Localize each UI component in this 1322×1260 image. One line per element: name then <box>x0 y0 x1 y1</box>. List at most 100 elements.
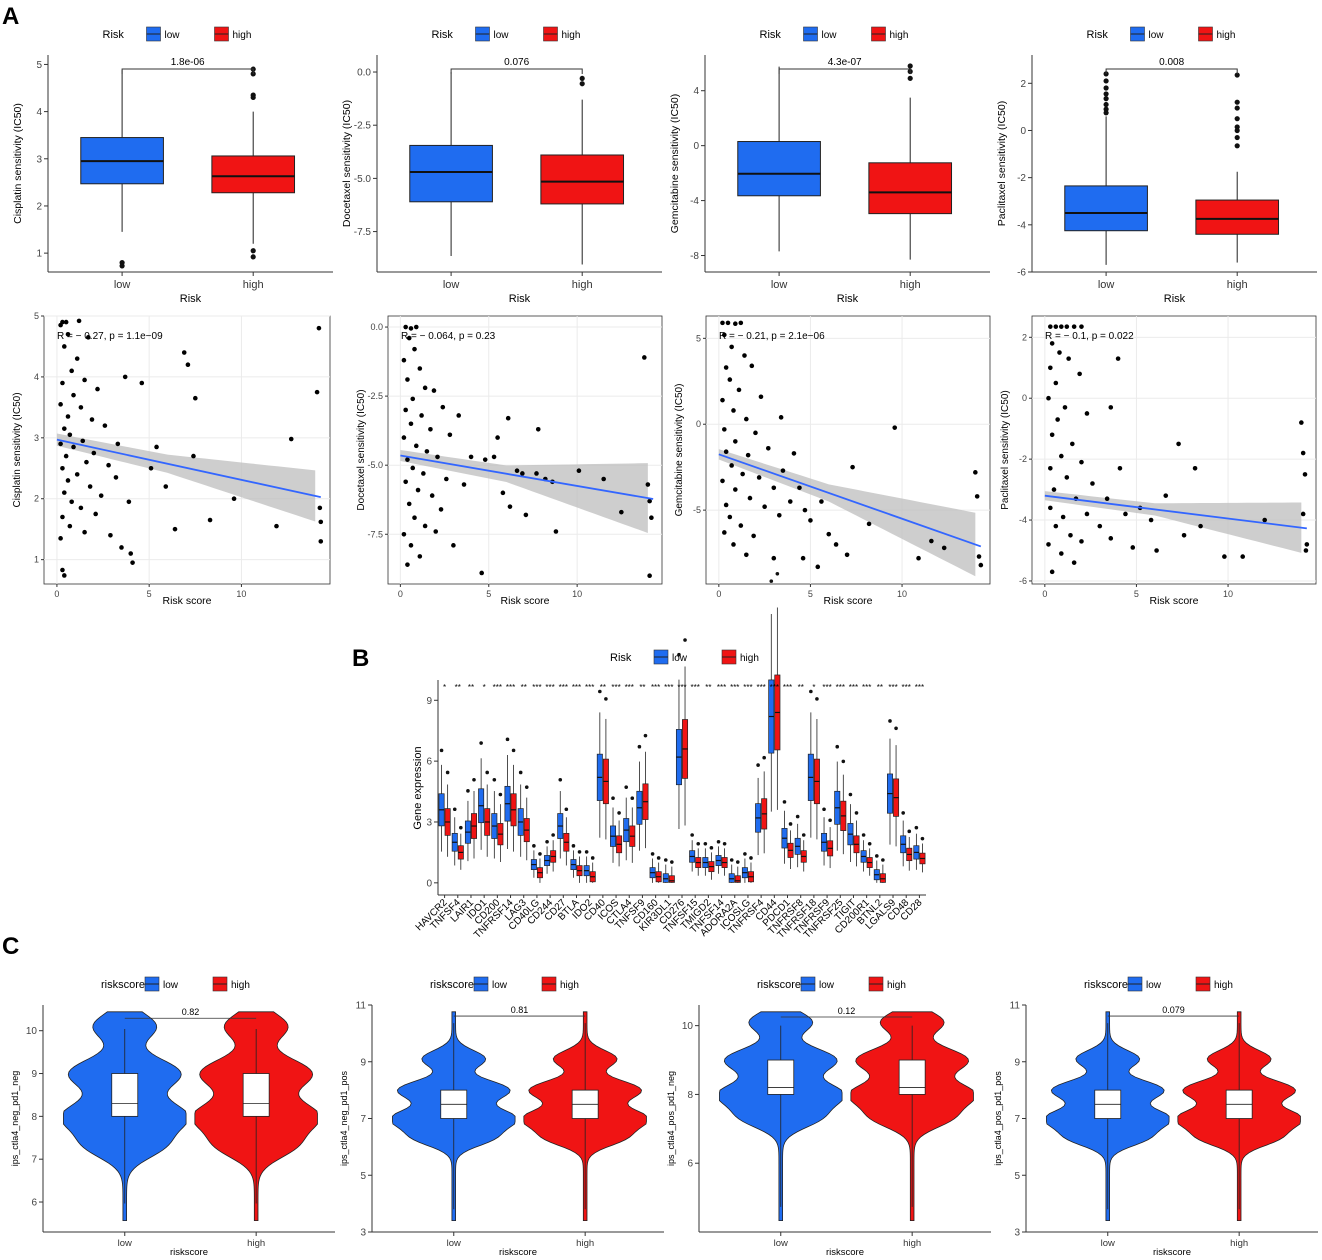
scatter-point <box>491 454 497 460</box>
scatter-point <box>649 515 654 520</box>
scatter-point <box>438 507 444 512</box>
scatter-point <box>98 493 104 498</box>
y-tick-label: 5 <box>36 60 42 71</box>
scatter-point <box>115 441 121 447</box>
scatter-point <box>74 356 80 361</box>
scatter-point <box>762 504 767 509</box>
scatter-point <box>422 385 428 391</box>
scatter-point <box>419 413 424 418</box>
box-outlier-high <box>1234 116 1240 122</box>
scatter-point <box>60 514 65 520</box>
pvalue-label: 0.81 <box>511 1005 529 1015</box>
legend-label-high: high <box>560 980 579 991</box>
gene-box-high <box>879 873 886 883</box>
y-tick-label: 10 <box>682 1021 694 1032</box>
scatter-point <box>274 523 279 529</box>
gene-outlier-low <box>637 744 642 749</box>
significance-mark: *** <box>730 683 739 692</box>
legend-title: riskscore <box>757 979 801 991</box>
scatter-point <box>1059 551 1064 556</box>
scatter-point <box>833 542 839 547</box>
legend-label-low: low <box>1146 980 1162 991</box>
scatter-point <box>185 362 191 368</box>
y-tick-label: 0 <box>693 141 699 152</box>
x-axis-label: riskscore <box>170 1247 208 1258</box>
gene-outlier-high <box>867 841 872 846</box>
y-tick-label: 6 <box>426 757 432 768</box>
legend-label-high: high <box>740 653 759 664</box>
scatter-point <box>1046 542 1051 547</box>
regression-line <box>718 453 982 548</box>
scatter-point <box>815 564 821 570</box>
y-tick-label: -2 <box>1017 173 1026 184</box>
scatter-point <box>1046 395 1051 401</box>
gene-outlier-low <box>729 858 734 862</box>
gene-outlier-low <box>611 796 615 801</box>
scatter-point <box>725 320 731 326</box>
gene-outlier-low <box>532 844 536 848</box>
violin-box-high <box>898 1059 926 1095</box>
y-tick-label: 2 <box>34 494 39 504</box>
scatter-point <box>91 450 97 456</box>
significance-mark: *** <box>664 683 673 692</box>
x-tick-label: 10 <box>236 589 246 599</box>
gene-outlier-high <box>762 755 766 760</box>
gene-outlier-high <box>630 796 635 801</box>
gene-outlier-low <box>492 778 497 782</box>
scatter-point <box>744 552 749 558</box>
scatter-point <box>850 464 855 470</box>
x-tick-label-high: high <box>1227 279 1248 291</box>
legend-label-low: low <box>1149 30 1165 41</box>
gene-outlier-high <box>511 748 516 753</box>
gene-outlier-high <box>735 860 740 864</box>
scatter-point <box>601 476 606 482</box>
scatter-point <box>410 396 416 402</box>
scatter-point <box>85 335 91 340</box>
significance-mark: *** <box>902 683 911 692</box>
scatter-point <box>720 478 725 484</box>
significance-mark: *** <box>493 683 502 692</box>
scatter-point <box>447 432 453 438</box>
scatter-point <box>1302 472 1308 477</box>
y-tick-label: 7 <box>31 1155 37 1166</box>
scatter-point <box>71 392 76 398</box>
gene-outlier-low <box>650 852 655 856</box>
y-tick-label: 3 <box>34 433 39 443</box>
scatter-point <box>1108 536 1114 541</box>
pvalue-bracket <box>1105 68 1238 74</box>
box-outlier-high <box>1234 143 1240 149</box>
pvalue-label: 0.12 <box>838 1006 856 1016</box>
correlation-annotation: R = − 0.1, p = 0.022 <box>1045 331 1134 342</box>
scatter-point <box>1059 453 1064 459</box>
gene-outlier-high <box>696 841 701 846</box>
scatter-point <box>723 365 729 370</box>
scatter-point <box>1079 459 1084 465</box>
gene-outlier-low <box>598 689 602 694</box>
scatter-point <box>929 538 934 544</box>
regression-line <box>56 438 321 499</box>
scatter-point <box>93 511 98 517</box>
scatter-point <box>1071 324 1077 329</box>
gene-outlier-low <box>888 719 892 723</box>
gene-outlier-high <box>920 836 925 841</box>
scatter-point <box>727 514 733 520</box>
scatter-point <box>1192 465 1198 471</box>
violin-panel-2: riskscore low high 6 8 10 ips_ctla4_pos_pd1_ne… <box>666 976 991 1258</box>
scatter-point <box>451 543 456 548</box>
scatter-point <box>976 554 982 559</box>
scatter-point <box>401 357 407 363</box>
scatter-point <box>1130 545 1136 550</box>
scatter-point <box>61 573 67 578</box>
y-tick-label: 2 <box>36 201 42 212</box>
pvalue-bracket <box>121 68 254 74</box>
gene-outlier-low <box>518 770 523 775</box>
y-tick-label: 9 <box>1014 1057 1020 1068</box>
y-tick-label: 10 <box>26 1026 38 1037</box>
scatter-point <box>318 539 324 544</box>
y-tick-label: 7 <box>1014 1114 1020 1125</box>
gene-outlier-low <box>452 807 457 812</box>
scatter-point <box>1163 493 1169 498</box>
y-tick-label: 0 <box>426 878 432 889</box>
gene-outlier-high <box>643 733 648 738</box>
